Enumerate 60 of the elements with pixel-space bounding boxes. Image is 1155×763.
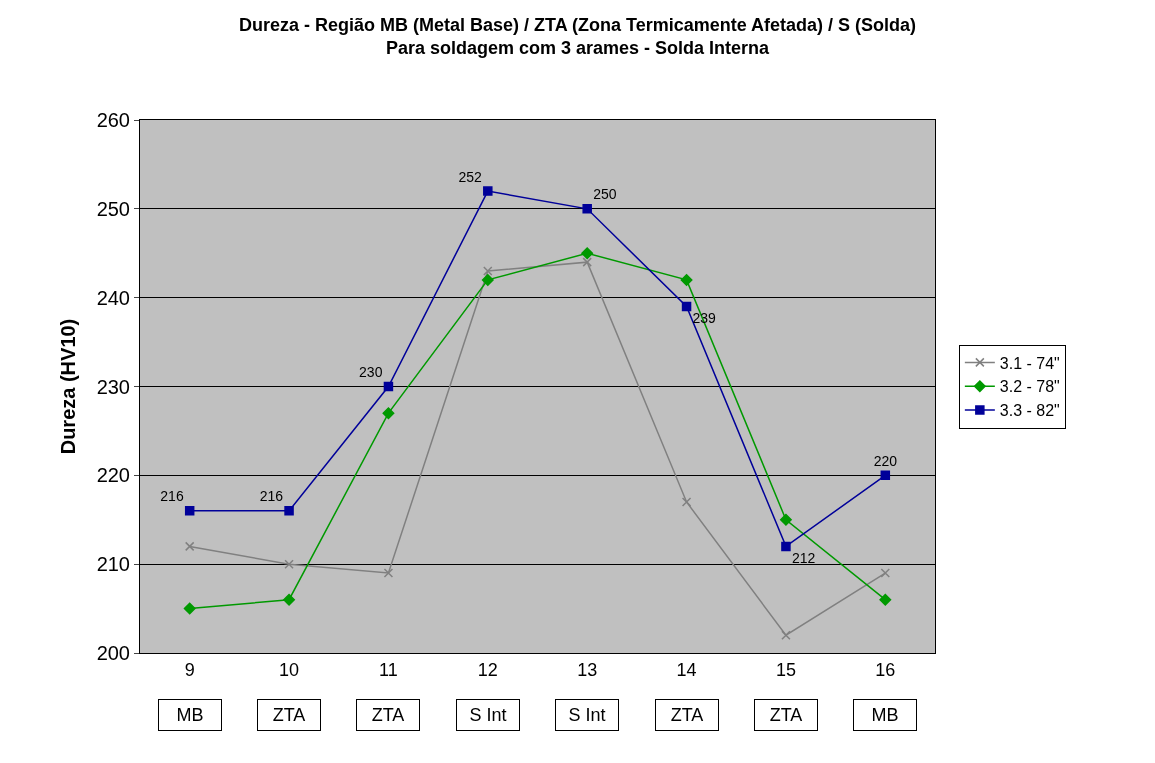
y-tick-label: 240 [96,286,130,309]
y-tick-label: 200 [96,642,130,664]
data-label: 250 [593,186,617,203]
point [581,247,594,260]
chart-title: Dureza - Região MB (Metal Base) / ZTA (Zona Termicamente Afetada) / S (Solda) [238,14,917,35]
data-label: 216 [259,488,284,505]
point [781,630,791,640]
x-tick-label: 16 [875,659,896,680]
text: ZTA [670,705,704,725]
point [382,407,395,420]
point [781,541,791,552]
data-label: 216 [160,488,184,505]
y-tick-label: 250 [96,197,130,220]
point [481,273,494,286]
point [779,513,792,526]
y-axis-title: Dureza (HV10) [57,318,80,455]
x-tick-label: 13 [577,659,598,680]
x-tick-label: 9 [184,659,195,680]
text: MB [176,705,204,725]
text: MB [871,705,899,725]
point [184,506,195,516]
y-tick-label: 210 [96,553,130,576]
data-label: 230 [359,364,383,380]
point [284,506,294,516]
text: S Int [568,705,606,725]
legend-label: 3.2 - 78" [999,378,1060,396]
data-label: 212 [791,549,816,566]
x-tick-label: 11 [379,659,398,680]
point [483,266,493,276]
text: ZTA [769,705,803,725]
data-label: 252 [458,168,483,185]
y-tick-label: 220 [96,464,130,487]
data-label: 220 [873,452,898,469]
chart-subtitle: Para soldagem com 3 arames - Solda Interna [385,37,771,58]
point [582,257,592,267]
x-tick-label: 10 [279,659,300,680]
point [183,602,196,615]
point [880,470,891,481]
point [681,301,692,312]
point [283,593,296,606]
point [879,593,892,606]
point [383,568,394,578]
text: ZTA [371,705,405,725]
x-tick-label: 15 [775,659,796,680]
point [680,273,693,286]
text: S Int [469,705,507,725]
text: ZTA [272,705,306,725]
x-tick-label: 14 [676,659,697,680]
point [184,541,195,552]
point [483,186,493,196]
y-tick-label: 260 [96,109,130,131]
point [582,204,592,214]
legend-label: 3.1 - 74" [999,354,1060,372]
point [681,497,692,507]
x-tick-label: 12 [477,659,498,680]
y-tick-label: 230 [96,375,130,398]
point [880,568,891,578]
point [284,559,294,569]
point [383,381,394,392]
legend-label: 3.3 - 82" [999,402,1060,420]
